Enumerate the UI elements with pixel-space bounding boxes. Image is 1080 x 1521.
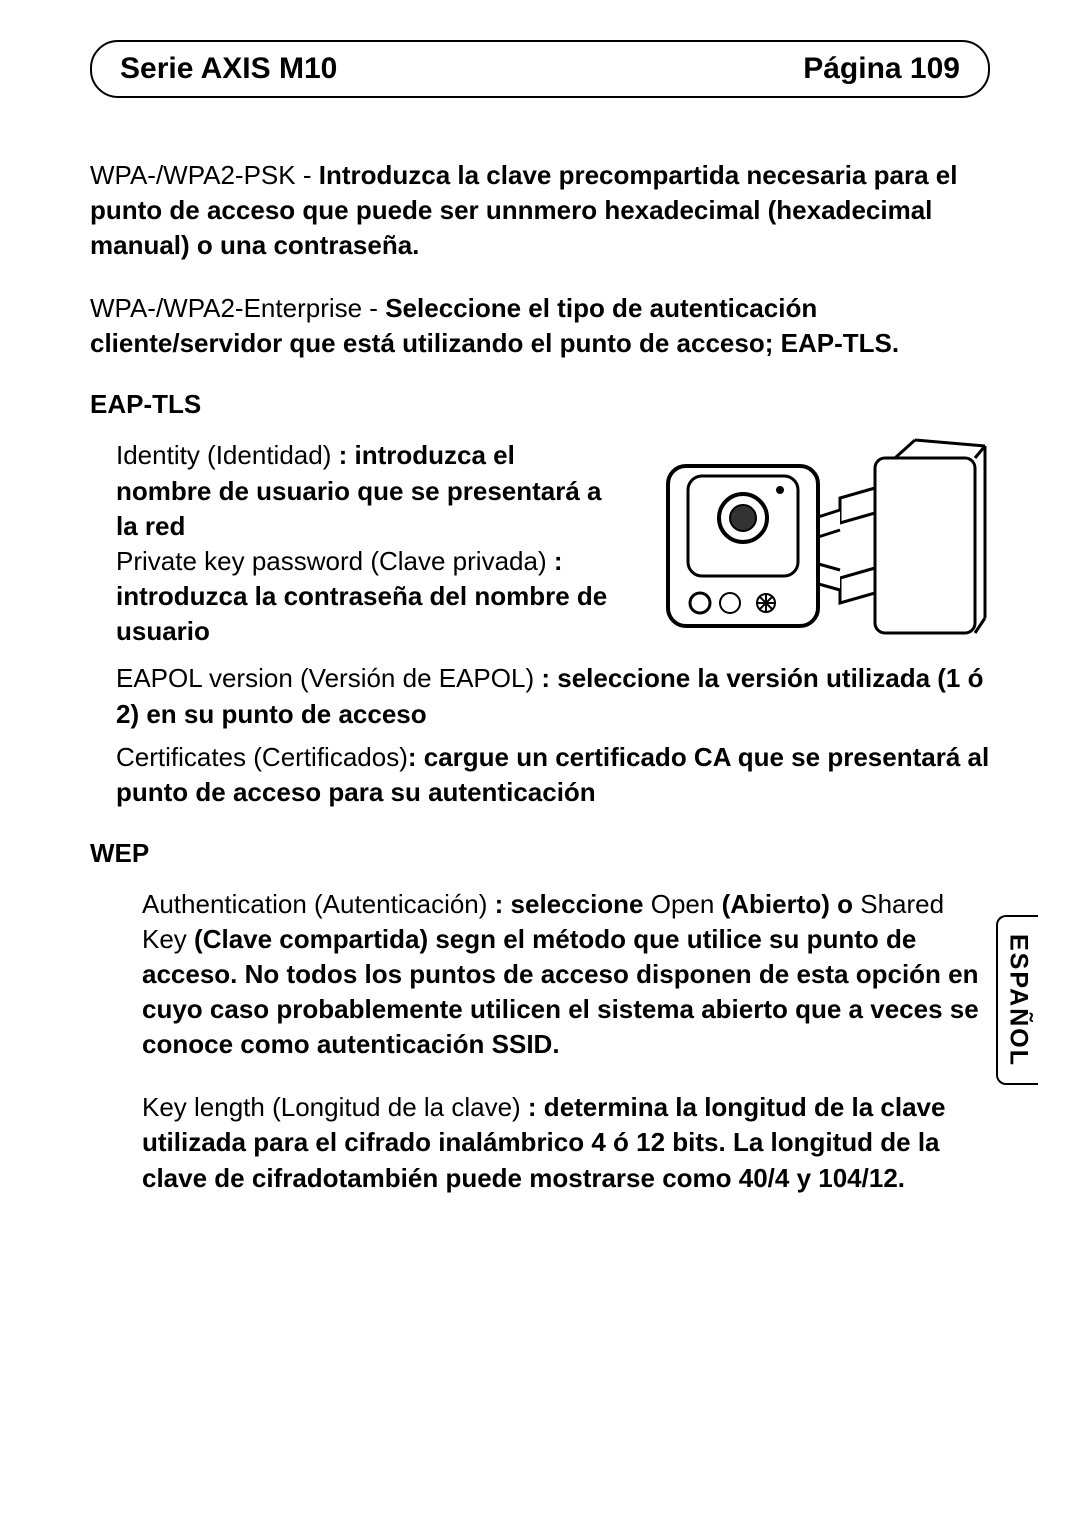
wpa-psk-prefix: WPA-/WPA2-PSK -	[90, 160, 319, 190]
eap-eapol-label: EAPOL version (Versión de EAPOL)	[116, 663, 534, 693]
wep-heading: WEP	[90, 838, 990, 869]
camera-icon	[640, 438, 990, 648]
wep-auth-b3: (Clave compartida) segn el método que ut…	[142, 924, 979, 1059]
eap-cert-paragraph: Certificates (Certificados): cargue un c…	[116, 740, 990, 810]
page-number: Página 109	[803, 52, 960, 86]
wep-keylen-paragraph: Key length (Longitud de la clave) : dete…	[142, 1090, 990, 1195]
wpa-ent-prefix: WPA-/WPA2-Enterprise -	[90, 293, 385, 323]
eap-row: Identity (Identidad) : introduzca el nom…	[90, 438, 990, 653]
wep-auth-b1: : seleccione	[487, 889, 650, 919]
camera-illustration	[640, 438, 990, 653]
eap-identity-label: Identity (Identidad)	[116, 440, 331, 470]
eap-text-block: Identity (Identidad) : introduzca el nom…	[116, 438, 610, 649]
eap-priv-label: Private key password (Clave privada)	[116, 546, 547, 576]
series-title: Serie AXIS M10	[120, 52, 337, 86]
eap-tls-heading: EAP-TLS	[90, 389, 990, 420]
eap-cert-label: Certificates (Certificados)	[116, 742, 408, 772]
wep-auth-label: Authentication (Autenticación)	[142, 889, 487, 919]
wpa-psk-paragraph: WPA-/WPA2-PSK - Introduzca la clave prec…	[90, 158, 990, 263]
wep-key-label: Key length (Longitud de la clave)	[142, 1092, 521, 1122]
language-label: ESPAÑOL	[1004, 934, 1033, 1067]
wep-auth-paragraph: Authentication (Autenticación) : selecci…	[142, 887, 990, 1062]
language-tab: ESPAÑOL	[996, 915, 1038, 1085]
wpa-enterprise-paragraph: WPA-/WPA2-Enterprise - Seleccione el tip…	[90, 291, 990, 361]
page-header: Serie AXIS M10 Página 109	[90, 40, 990, 98]
wep-auth-open: Open	[651, 889, 715, 919]
eap-eapol-paragraph: EAPOL version (Versión de EAPOL) : selec…	[116, 661, 990, 731]
wep-auth-b2: (Abierto) o	[714, 889, 860, 919]
